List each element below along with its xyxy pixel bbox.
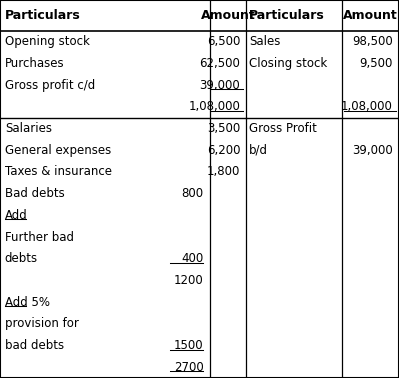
Text: debts: debts — [5, 252, 38, 265]
Text: 39,000: 39,000 — [352, 144, 393, 157]
Text: 9,500: 9,500 — [359, 57, 393, 70]
Text: Sales: Sales — [249, 35, 281, 48]
Text: 1,800: 1,800 — [207, 166, 240, 178]
Text: bad debts: bad debts — [5, 339, 64, 352]
Text: 1200: 1200 — [174, 274, 203, 287]
Text: Amount: Amount — [343, 9, 398, 22]
Text: 2700: 2700 — [174, 361, 203, 374]
Text: provision for: provision for — [5, 317, 79, 330]
Text: Purchases: Purchases — [5, 57, 64, 70]
Text: 800: 800 — [182, 187, 203, 200]
Text: General expenses: General expenses — [5, 144, 111, 157]
Text: 6,500: 6,500 — [207, 35, 240, 48]
Text: Particulars: Particulars — [249, 9, 325, 22]
Text: Closing stock: Closing stock — [249, 57, 328, 70]
Text: Salaries: Salaries — [5, 122, 52, 135]
Text: Add: Add — [5, 209, 28, 222]
Text: Bad debts: Bad debts — [5, 187, 65, 200]
Text: Taxes & insurance: Taxes & insurance — [5, 166, 112, 178]
Text: 98,500: 98,500 — [352, 35, 393, 48]
Text: Further bad: Further bad — [5, 231, 74, 243]
Text: 3,500: 3,500 — [207, 122, 240, 135]
Text: Amount: Amount — [201, 9, 256, 22]
Text: Add 5%: Add 5% — [5, 296, 50, 308]
Text: Gross profit c/d: Gross profit c/d — [5, 79, 95, 92]
Text: Particulars: Particulars — [5, 9, 81, 22]
Text: 1,08,000: 1,08,000 — [188, 101, 240, 113]
Text: 39,000: 39,000 — [200, 79, 240, 92]
Text: b/d: b/d — [249, 144, 269, 157]
Text: 6,200: 6,200 — [207, 144, 240, 157]
Text: Gross Profit: Gross Profit — [249, 122, 317, 135]
Text: Opening stock: Opening stock — [5, 35, 90, 48]
Text: 1,08,000: 1,08,000 — [341, 101, 393, 113]
Text: 1500: 1500 — [174, 339, 203, 352]
Text: 400: 400 — [181, 252, 203, 265]
Text: 62,500: 62,500 — [200, 57, 240, 70]
